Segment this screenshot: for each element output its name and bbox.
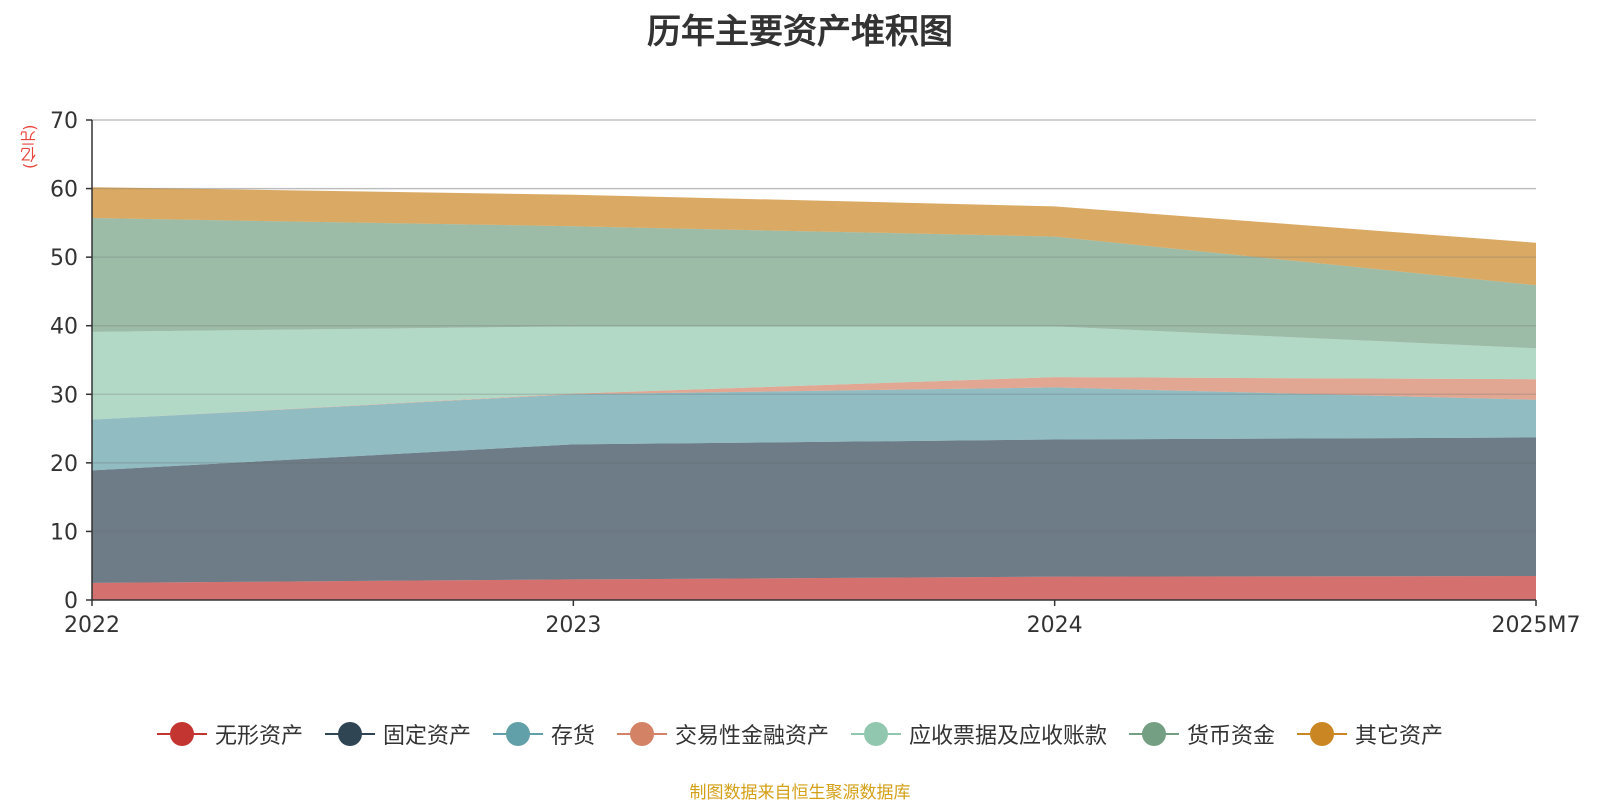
legend-label: 无形资产 <box>214 724 303 749</box>
legend-item[interactable]: 存货 <box>492 718 595 750</box>
legend-dot <box>337 722 362 746</box>
y-tick-label: 50 <box>50 246 78 271</box>
legend-dot <box>505 722 530 746</box>
legend-item[interactable]: 应收票据及应收账款 <box>851 718 1107 750</box>
y-tick-label: 30 <box>50 383 78 408</box>
x-tick-label: 2023 <box>545 613 601 638</box>
legend-dot <box>1310 722 1335 746</box>
x-tick-label: 2022 <box>64 613 120 638</box>
y-tick-label: 40 <box>50 315 78 340</box>
y-tick-label: 20 <box>50 452 78 477</box>
legend-label: 交易性金融资产 <box>674 724 829 749</box>
x-tick-label: 2024 <box>1027 613 1083 638</box>
chart-title: 历年主要资产堆积图 <box>647 12 953 52</box>
legend-label: 其它资产 <box>1355 724 1444 749</box>
legend-dot <box>169 722 194 746</box>
legend-label: 应收票据及应收账款 <box>909 724 1108 749</box>
y-tick-label: 0 <box>64 589 78 614</box>
legend-marker-icon <box>616 721 667 747</box>
stacked-area-chart: 0 10 20 30 40 50 60 70 2022 2023 2024 2025M7 <box>50 109 1581 638</box>
area-series-3 <box>92 377 1536 420</box>
area-series-2 <box>92 387 1536 471</box>
legend-item[interactable]: 固定资产 <box>324 718 471 750</box>
legend-item[interactable]: 无形资产 <box>156 718 303 750</box>
legend-label: 货币资金 <box>1187 724 1276 749</box>
legend-marker-icon <box>156 721 207 747</box>
source-note: 制图数据来自恒生聚源数据库 <box>689 783 911 803</box>
legend-label: 存货 <box>550 724 595 749</box>
y-tick-label: 70 <box>50 109 78 134</box>
area-series-1 <box>92 437 1536 583</box>
legend-marker-icon <box>851 721 901 747</box>
area-series-6 <box>92 187 1536 286</box>
legend-dot <box>629 722 654 746</box>
chart-legend: 无形资产 固定资产 存货 交易性金融资产 应收票据及应收账款 货币资金 其它资产 <box>0 718 1600 750</box>
x-tick-label: 2025M7 <box>1492 613 1581 638</box>
legend-item[interactable]: 其它资产 <box>1297 718 1443 750</box>
area-series-0 <box>92 576 1536 600</box>
legend-marker-icon <box>324 721 375 747</box>
legend-dot <box>864 722 888 746</box>
area-series-4 <box>92 326 1536 420</box>
y-tick-label: 10 <box>50 520 78 545</box>
legend-dot <box>1142 722 1167 746</box>
legend-marker-icon <box>1297 721 1348 747</box>
legend-label: 固定资产 <box>382 724 471 749</box>
legend-marker-icon <box>1129 721 1180 747</box>
y-tick-label: 60 <box>50 178 78 203</box>
legend-item[interactable]: 交易性金融资产 <box>616 718 829 750</box>
legend-item[interactable]: 货币资金 <box>1129 718 1275 750</box>
area-series-5 <box>92 218 1536 349</box>
legend-marker-icon <box>492 721 543 747</box>
